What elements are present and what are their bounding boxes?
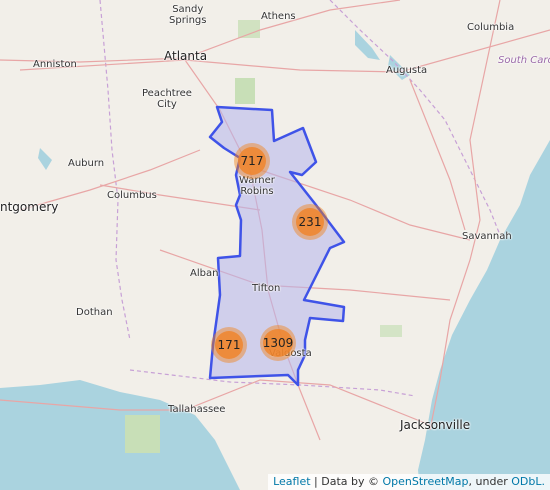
cluster-count: 717 [238, 147, 266, 175]
park-athens [238, 20, 260, 38]
cluster-count: 231 [296, 208, 324, 236]
park-tallahassee [125, 415, 160, 453]
city-label-warner-robins: Warner Robins [239, 175, 275, 197]
city-label-valdosta: Valdosta [269, 348, 312, 359]
city-label-peachtree-city: Peachtree City [142, 88, 192, 110]
lake-west [38, 148, 52, 170]
road-al [19, 149, 201, 211]
park-fl-east [380, 325, 402, 337]
park-north [235, 78, 255, 104]
attribution-bar: Leaflet | Data by © OpenStreetMap, under… [268, 474, 550, 490]
city-label-augusta: Augusta [386, 65, 428, 76]
gulf-of-mexico [0, 380, 240, 490]
city-label-albany: Alban [190, 268, 219, 279]
city-label-jacksonville: Jacksonville [400, 418, 471, 432]
state-border-ga-sc [329, 0, 501, 236]
cluster-marker-southwest[interactable]: 171 [211, 327, 247, 363]
cluster-marker-macon[interactable]: 717 [234, 143, 270, 179]
leaflet-link[interactable]: Leaflet [273, 475, 311, 488]
city-label-tifton: Tifton [252, 283, 281, 294]
city-label-anniston: Anniston [33, 59, 77, 70]
city-label-dothan: Dothan [76, 307, 113, 318]
cluster-count: 1309 [263, 329, 293, 357]
city-label-sandy-springs: Sandy Springs [169, 4, 207, 26]
city-label-athens: Athens [261, 11, 296, 22]
city-label-columbia: Columbia [467, 22, 515, 33]
highlight-region [208, 105, 346, 387]
state-border-al-ga [99, 0, 131, 341]
road-i16-aug [409, 79, 466, 231]
city-label-columbus: Columbus [107, 190, 157, 201]
state-label-south-carolina: South Caro [498, 55, 550, 66]
attribution-text: | Data by © [310, 475, 383, 488]
road-i10 [0, 379, 431, 426]
road-i16 [259, 169, 471, 241]
cluster-marker-east[interactable]: 231 [292, 204, 328, 240]
odbl-link[interactable]: ODbL. [511, 475, 545, 488]
cluster-marker-valdosta[interactable]: 1309 [260, 325, 296, 361]
attribution-under: , under [468, 475, 512, 488]
state-border-ga-fl [129, 369, 416, 397]
atlantic-ocean [418, 140, 550, 490]
city-label-savannah: Savannah [462, 231, 512, 242]
road-i85 [0, 0, 401, 63]
city-label-atlanta: Atlanta [164, 49, 208, 63]
road-i20 [19, 29, 550, 73]
lake-thurmond [388, 55, 410, 80]
lake-hartwell [355, 30, 380, 60]
cluster-count: 171 [215, 331, 243, 359]
city-label-auburn: Auburn [68, 158, 105, 169]
city-label-tallahassee: Tallahassee [168, 404, 226, 415]
city-label-montgomery: ntgomery [0, 200, 59, 214]
road-i95 [429, 0, 501, 431]
road-us280 [99, 184, 261, 211]
openstreetmap-link[interactable]: OpenStreetMap [382, 475, 469, 488]
